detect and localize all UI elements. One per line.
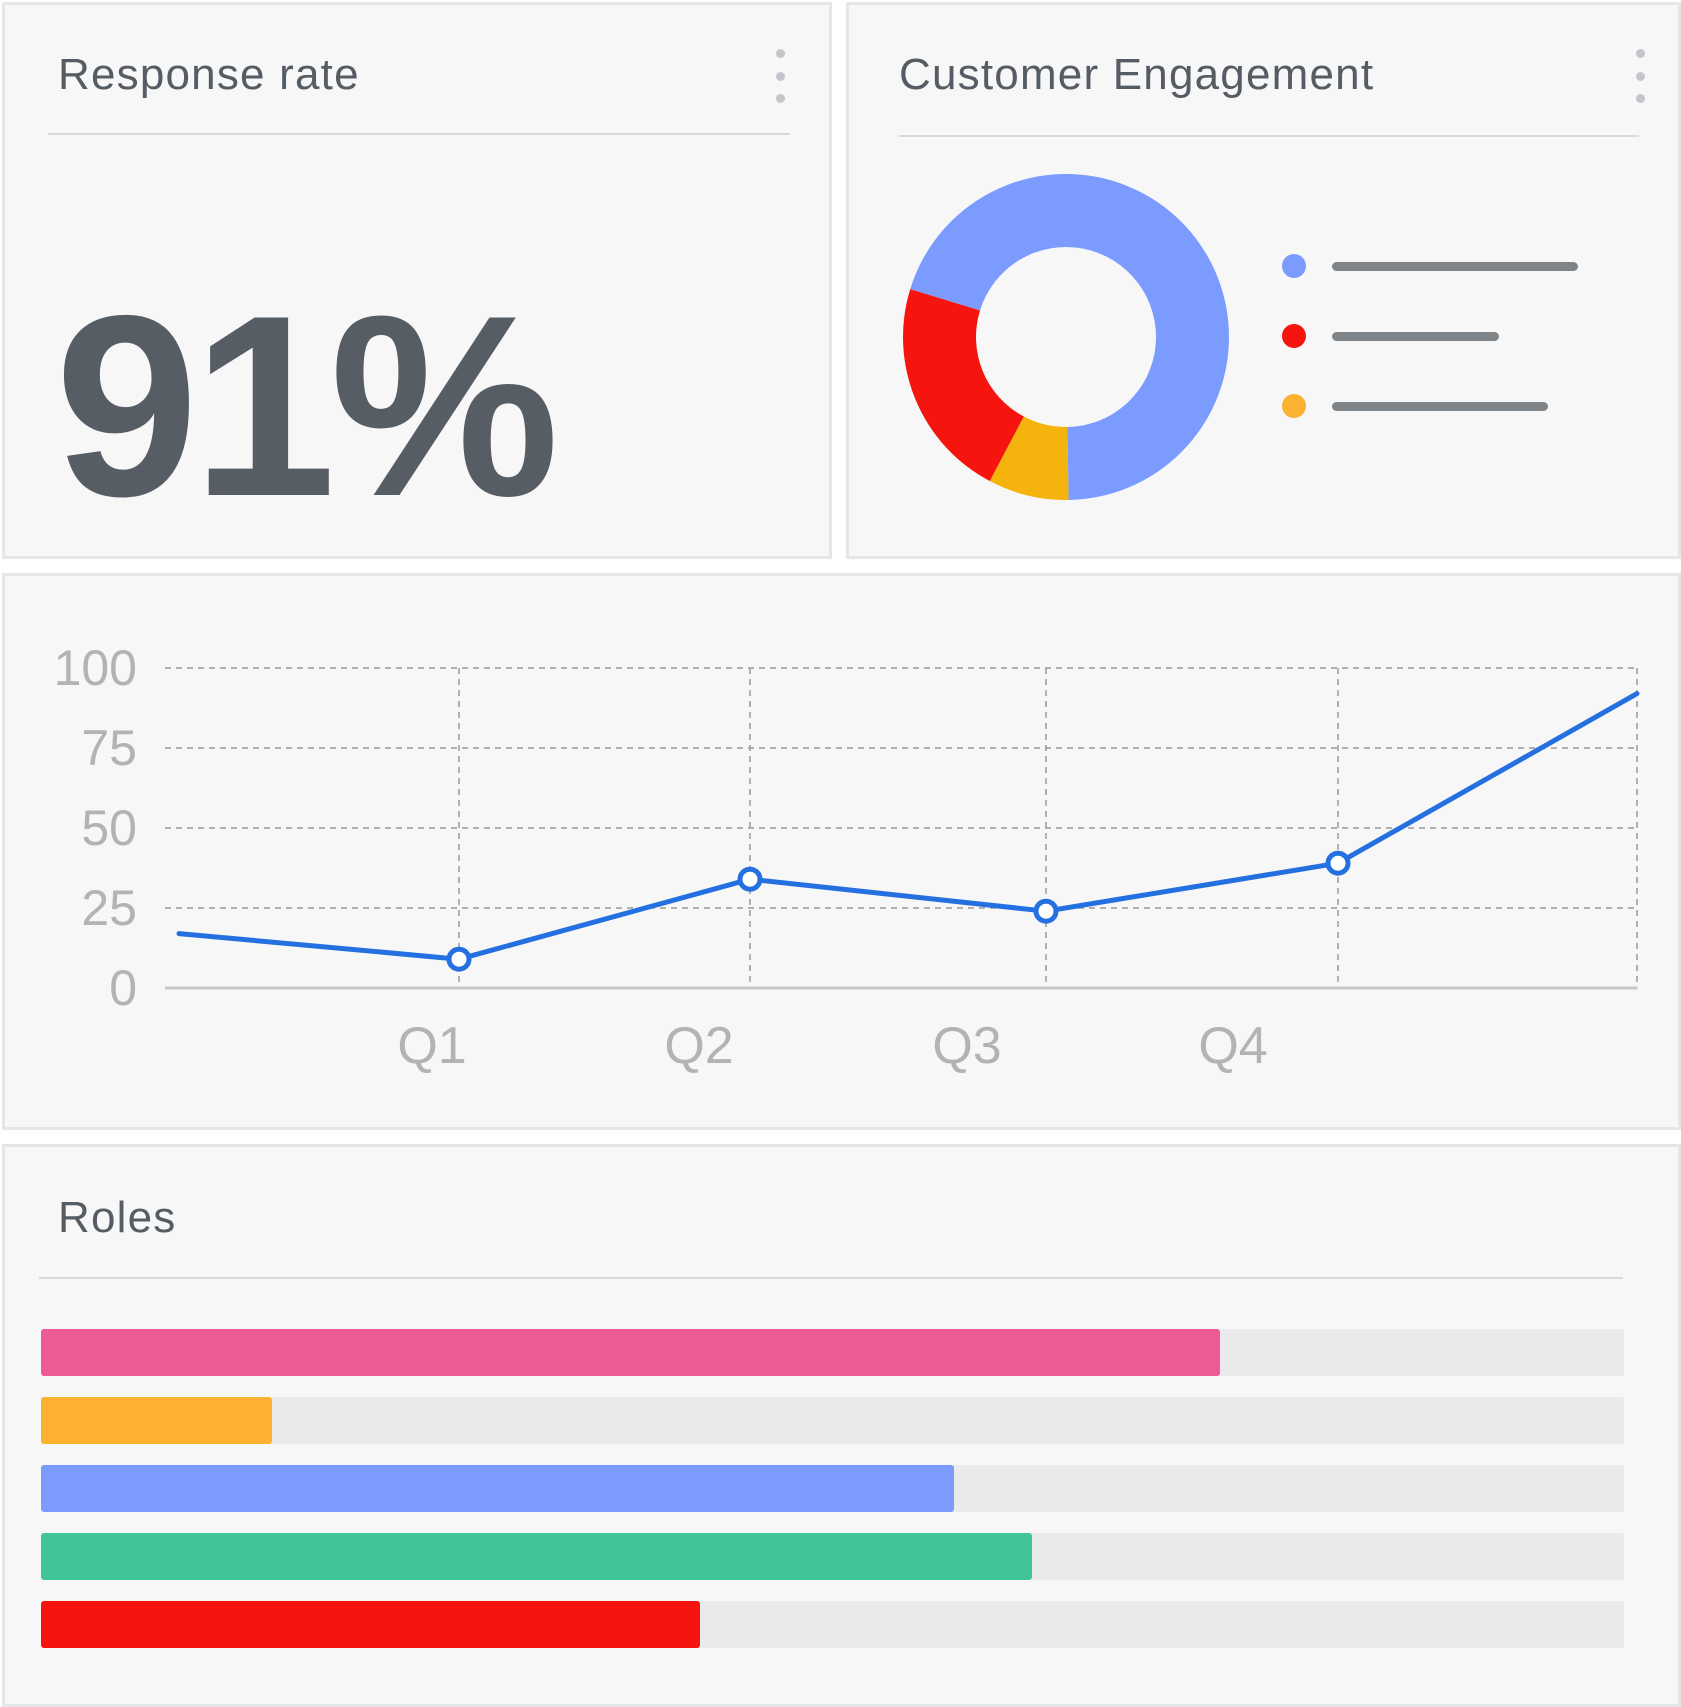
kebab-menu-icon[interactable] — [1628, 49, 1652, 103]
legend-item — [1282, 254, 1602, 278]
legend-swatch — [1282, 394, 1306, 418]
card-divider — [899, 135, 1639, 137]
donut-slice — [903, 289, 1024, 482]
data-point-marker[interactable] — [1033, 898, 1059, 924]
role-bar-track — [41, 1533, 1624, 1580]
y-tick-label: 75 — [81, 720, 137, 776]
roles-title: Roles — [58, 1193, 177, 1242]
series-line — [176, 691, 1640, 962]
menu-dot — [1635, 71, 1645, 81]
customer-engagement-title: Customer Engagement — [899, 50, 1375, 99]
x-tick-label: Q1 — [397, 1017, 466, 1075]
customer-engagement-card: Customer Engagement — [846, 2, 1681, 559]
x-tick-label: Q4 — [1198, 1017, 1267, 1075]
card-divider — [48, 133, 790, 135]
legend-swatch — [1282, 254, 1306, 278]
engagement-donut-chart — [903, 174, 1229, 500]
role-bar[interactable] — [41, 1329, 1221, 1376]
role-bar[interactable] — [41, 1397, 273, 1444]
donut-slice — [989, 416, 1069, 500]
y-tick-label: 25 — [81, 880, 137, 936]
menu-dot — [775, 71, 785, 81]
menu-dot — [1635, 49, 1645, 58]
x-tick-label: Q3 — [932, 1017, 1001, 1075]
card-divider — [39, 1277, 1623, 1279]
role-bar-track — [41, 1465, 1624, 1512]
role-bar-track — [41, 1397, 1624, 1444]
trend-line-chart: 100 75 50 25 0 Q1 Q2 Q3 Q4 — [54, 640, 1640, 1075]
x-tick-label: Q2 — [664, 1017, 733, 1075]
role-bar[interactable] — [41, 1533, 1032, 1580]
y-tick-label: 50 — [81, 800, 137, 856]
kebab-menu-icon[interactable] — [768, 49, 792, 103]
y-tick-label: 100 — [54, 640, 137, 696]
role-bar[interactable] — [41, 1601, 700, 1648]
engagement-legend — [1282, 254, 1602, 464]
role-bar-track — [41, 1601, 1624, 1648]
response-rate-card: Response rate 91% — [2, 2, 832, 559]
legend-label-placeholder — [1332, 332, 1500, 341]
menu-dot — [1635, 94, 1645, 103]
legend-item — [1282, 394, 1602, 418]
response-rate-title: Response rate — [58, 50, 360, 99]
y-tick-label: 0 — [109, 960, 137, 1016]
response-rate-value: 91% — [55, 261, 559, 550]
donut-slice — [910, 174, 1229, 500]
data-point-marker[interactable] — [1325, 850, 1351, 876]
legend-label-placeholder — [1332, 262, 1578, 271]
roles-bar-chart — [41, 1329, 1624, 1669]
menu-dot — [775, 49, 785, 58]
data-point-marker[interactable] — [737, 866, 763, 892]
chart-grid — [165, 667, 1638, 988]
trend-chart-card: 100 75 50 25 0 Q1 Q2 Q3 Q4 — [2, 573, 1681, 1130]
menu-dot — [775, 94, 785, 103]
role-bar-track — [41, 1329, 1624, 1376]
data-point-marker[interactable] — [446, 946, 472, 972]
legend-label-placeholder — [1332, 402, 1549, 411]
legend-swatch — [1282, 324, 1306, 348]
legend-item — [1282, 324, 1602, 348]
role-bar[interactable] — [41, 1465, 955, 1512]
roles-card: Roles — [2, 1144, 1681, 1707]
